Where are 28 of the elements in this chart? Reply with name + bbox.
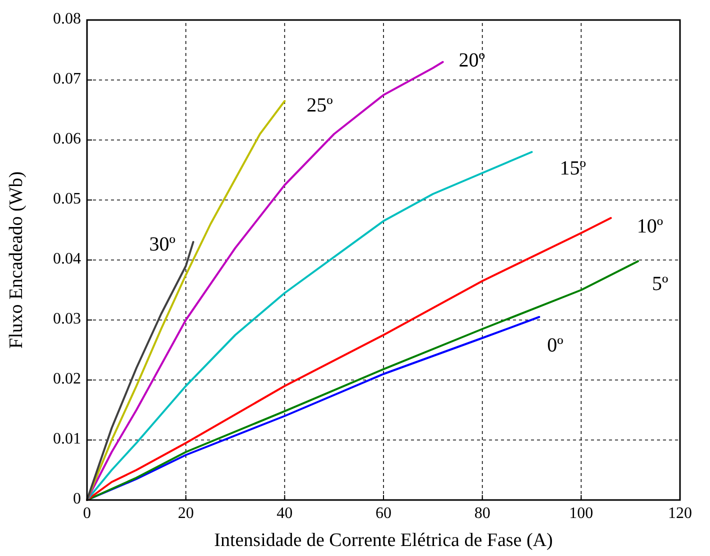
series-label: 10º (636, 216, 664, 238)
y-tick-label: 0.01 (53, 430, 81, 448)
y-axis-title: Fluxo Encadeado (Wb) (6, 171, 27, 349)
line-series (86, 100, 286, 501)
y-tick-label: 0.08 (53, 10, 81, 28)
x-tick-label: 100 (569, 505, 594, 522)
y-tick-label: 0.05 (53, 190, 81, 208)
line-series (86, 151, 533, 501)
y-tick-label: 0.06 (53, 130, 81, 148)
line-series (86, 61, 444, 501)
y-tick-label: 0.03 (53, 310, 81, 328)
y-tick-label: 0.07 (53, 70, 81, 88)
x-tick-label: 40 (276, 505, 293, 522)
series-label: 20º (458, 50, 486, 72)
series-label: 5º (652, 272, 668, 295)
x-axis-title: Intensidade de Corrente Elétrica de Fase (A) (214, 530, 553, 551)
series-label: 30º (149, 234, 176, 256)
series-label: 0º (547, 334, 564, 357)
series-label: 15º (560, 158, 586, 180)
y-tick-label: 0.02 (53, 370, 81, 388)
x-tick-label: 20 (178, 505, 194, 522)
series-label: 25º (306, 94, 333, 117)
line-series (86, 217, 612, 501)
x-tick-label: 80 (474, 505, 490, 522)
x-tick-label: 120 (668, 505, 692, 522)
y-tick-label: 0 (73, 490, 81, 508)
x-tick-label: 60 (376, 505, 392, 522)
y-tick-label: 0.04 (53, 250, 81, 268)
